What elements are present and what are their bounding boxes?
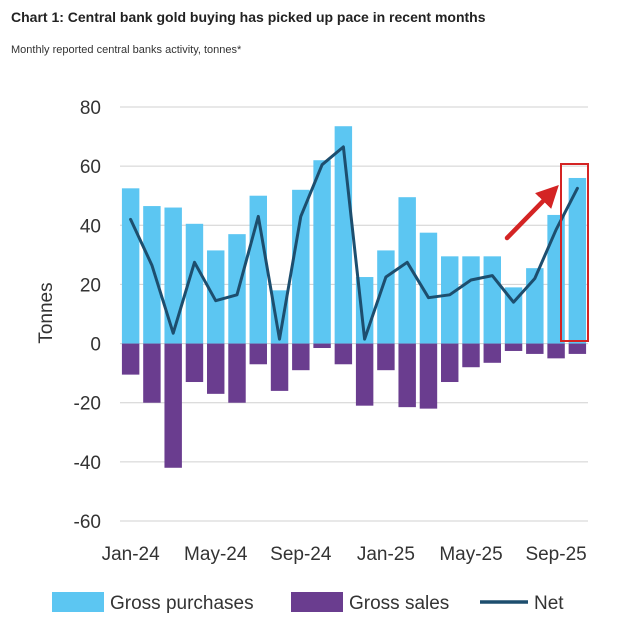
net-line xyxy=(129,145,579,341)
x-tick-label: May-25 xyxy=(439,544,502,565)
gross-purchases-bar xyxy=(398,197,416,344)
x-axis-ticks: Jan-24 May-24 Sep-24 Jan-25 May-25 Sep-25 xyxy=(102,544,587,565)
gross-purchases-bar xyxy=(441,256,459,344)
y-tick-label: 20 xyxy=(80,275,101,296)
gross-sales-bar xyxy=(313,343,331,349)
y-tick-label: 0 xyxy=(90,335,101,356)
legend-swatch-gross-sales xyxy=(291,592,343,612)
gross-sales-bar xyxy=(377,343,395,371)
chart-title: Chart 1: Central bank gold buying has pi… xyxy=(11,9,486,25)
x-tick-label: May-24 xyxy=(184,544,248,565)
gross-sales-bar xyxy=(270,343,289,391)
gross-purchases-bar xyxy=(185,223,204,344)
gross-sales-bar xyxy=(334,343,353,365)
gross-purchases-bar xyxy=(121,188,140,344)
trend-arrow xyxy=(504,184,559,241)
gross-purchases-bar xyxy=(526,268,544,344)
gross-sales-bar xyxy=(207,343,225,394)
gross-sales-bar xyxy=(462,343,480,368)
highlight-box xyxy=(560,163,589,342)
x-tick-label: Sep-25 xyxy=(525,544,586,565)
gross-purchases-bar xyxy=(207,250,225,344)
y-tick-label: -20 xyxy=(74,394,101,415)
y-tick-label: 80 xyxy=(80,98,101,119)
legend-swatch-gross-purchases xyxy=(52,592,104,612)
gross-purchases-bar xyxy=(547,214,565,344)
gross-sales-bar xyxy=(355,343,374,406)
gross-sales-bar xyxy=(568,343,587,354)
x-tick-label: Sep-24 xyxy=(270,544,332,565)
gross-sales-bar xyxy=(526,343,544,354)
gross-purchases-bar xyxy=(568,177,587,344)
y-tick-label: 60 xyxy=(80,157,101,178)
gross-sales-bar xyxy=(185,343,204,383)
gross-sales-bar xyxy=(441,343,459,383)
legend-label-gross-purchases: Gross purchases xyxy=(110,593,254,614)
y-tick-label: -60 xyxy=(74,512,101,533)
gross-purchases-bar xyxy=(483,256,501,344)
gross-sales-bar xyxy=(398,343,416,408)
gross-purchases-bar xyxy=(270,290,289,344)
y-axis-label: Tonnes xyxy=(36,282,57,343)
chart-subtitle: Monthly reported central banks activity,… xyxy=(11,44,242,56)
gross-purchases-bar xyxy=(143,206,161,344)
gross-sales-bar xyxy=(547,343,565,359)
gross-sales-bar xyxy=(228,343,246,403)
gross-sales-bar xyxy=(419,343,438,409)
gross-purchases-bar xyxy=(419,232,438,344)
gross-sales-bar xyxy=(292,343,310,371)
x-tick-label: Jan-24 xyxy=(102,544,161,565)
gross-sales-bar xyxy=(164,343,182,468)
gross-sales-bar xyxy=(121,343,140,375)
gross-purchases-bar xyxy=(292,189,310,344)
gross-sales-bar xyxy=(249,343,267,365)
gross-purchases-bar xyxy=(504,287,523,344)
gross-purchases-bar xyxy=(164,207,182,344)
gross-sales-bars xyxy=(121,343,587,468)
gross-purchases-bar xyxy=(313,160,331,344)
x-tick-label: Jan-25 xyxy=(357,544,415,565)
y-tick-label: 40 xyxy=(80,216,101,237)
gross-purchases-bar xyxy=(228,234,246,344)
y-tick-label: -40 xyxy=(74,453,101,474)
gross-purchases-bar xyxy=(462,256,480,344)
gross-sales-bar xyxy=(143,343,161,403)
legend: Gross purchases Gross sales Net xyxy=(52,592,564,614)
legend-label-gross-sales: Gross sales xyxy=(349,593,449,614)
legend-label-net: Net xyxy=(534,593,564,614)
gross-sales-bar xyxy=(504,343,523,351)
gross-sales-bar xyxy=(483,343,501,363)
y-axis-ticks: -60 -40 -20 0 20 40 60 80 xyxy=(74,98,101,533)
